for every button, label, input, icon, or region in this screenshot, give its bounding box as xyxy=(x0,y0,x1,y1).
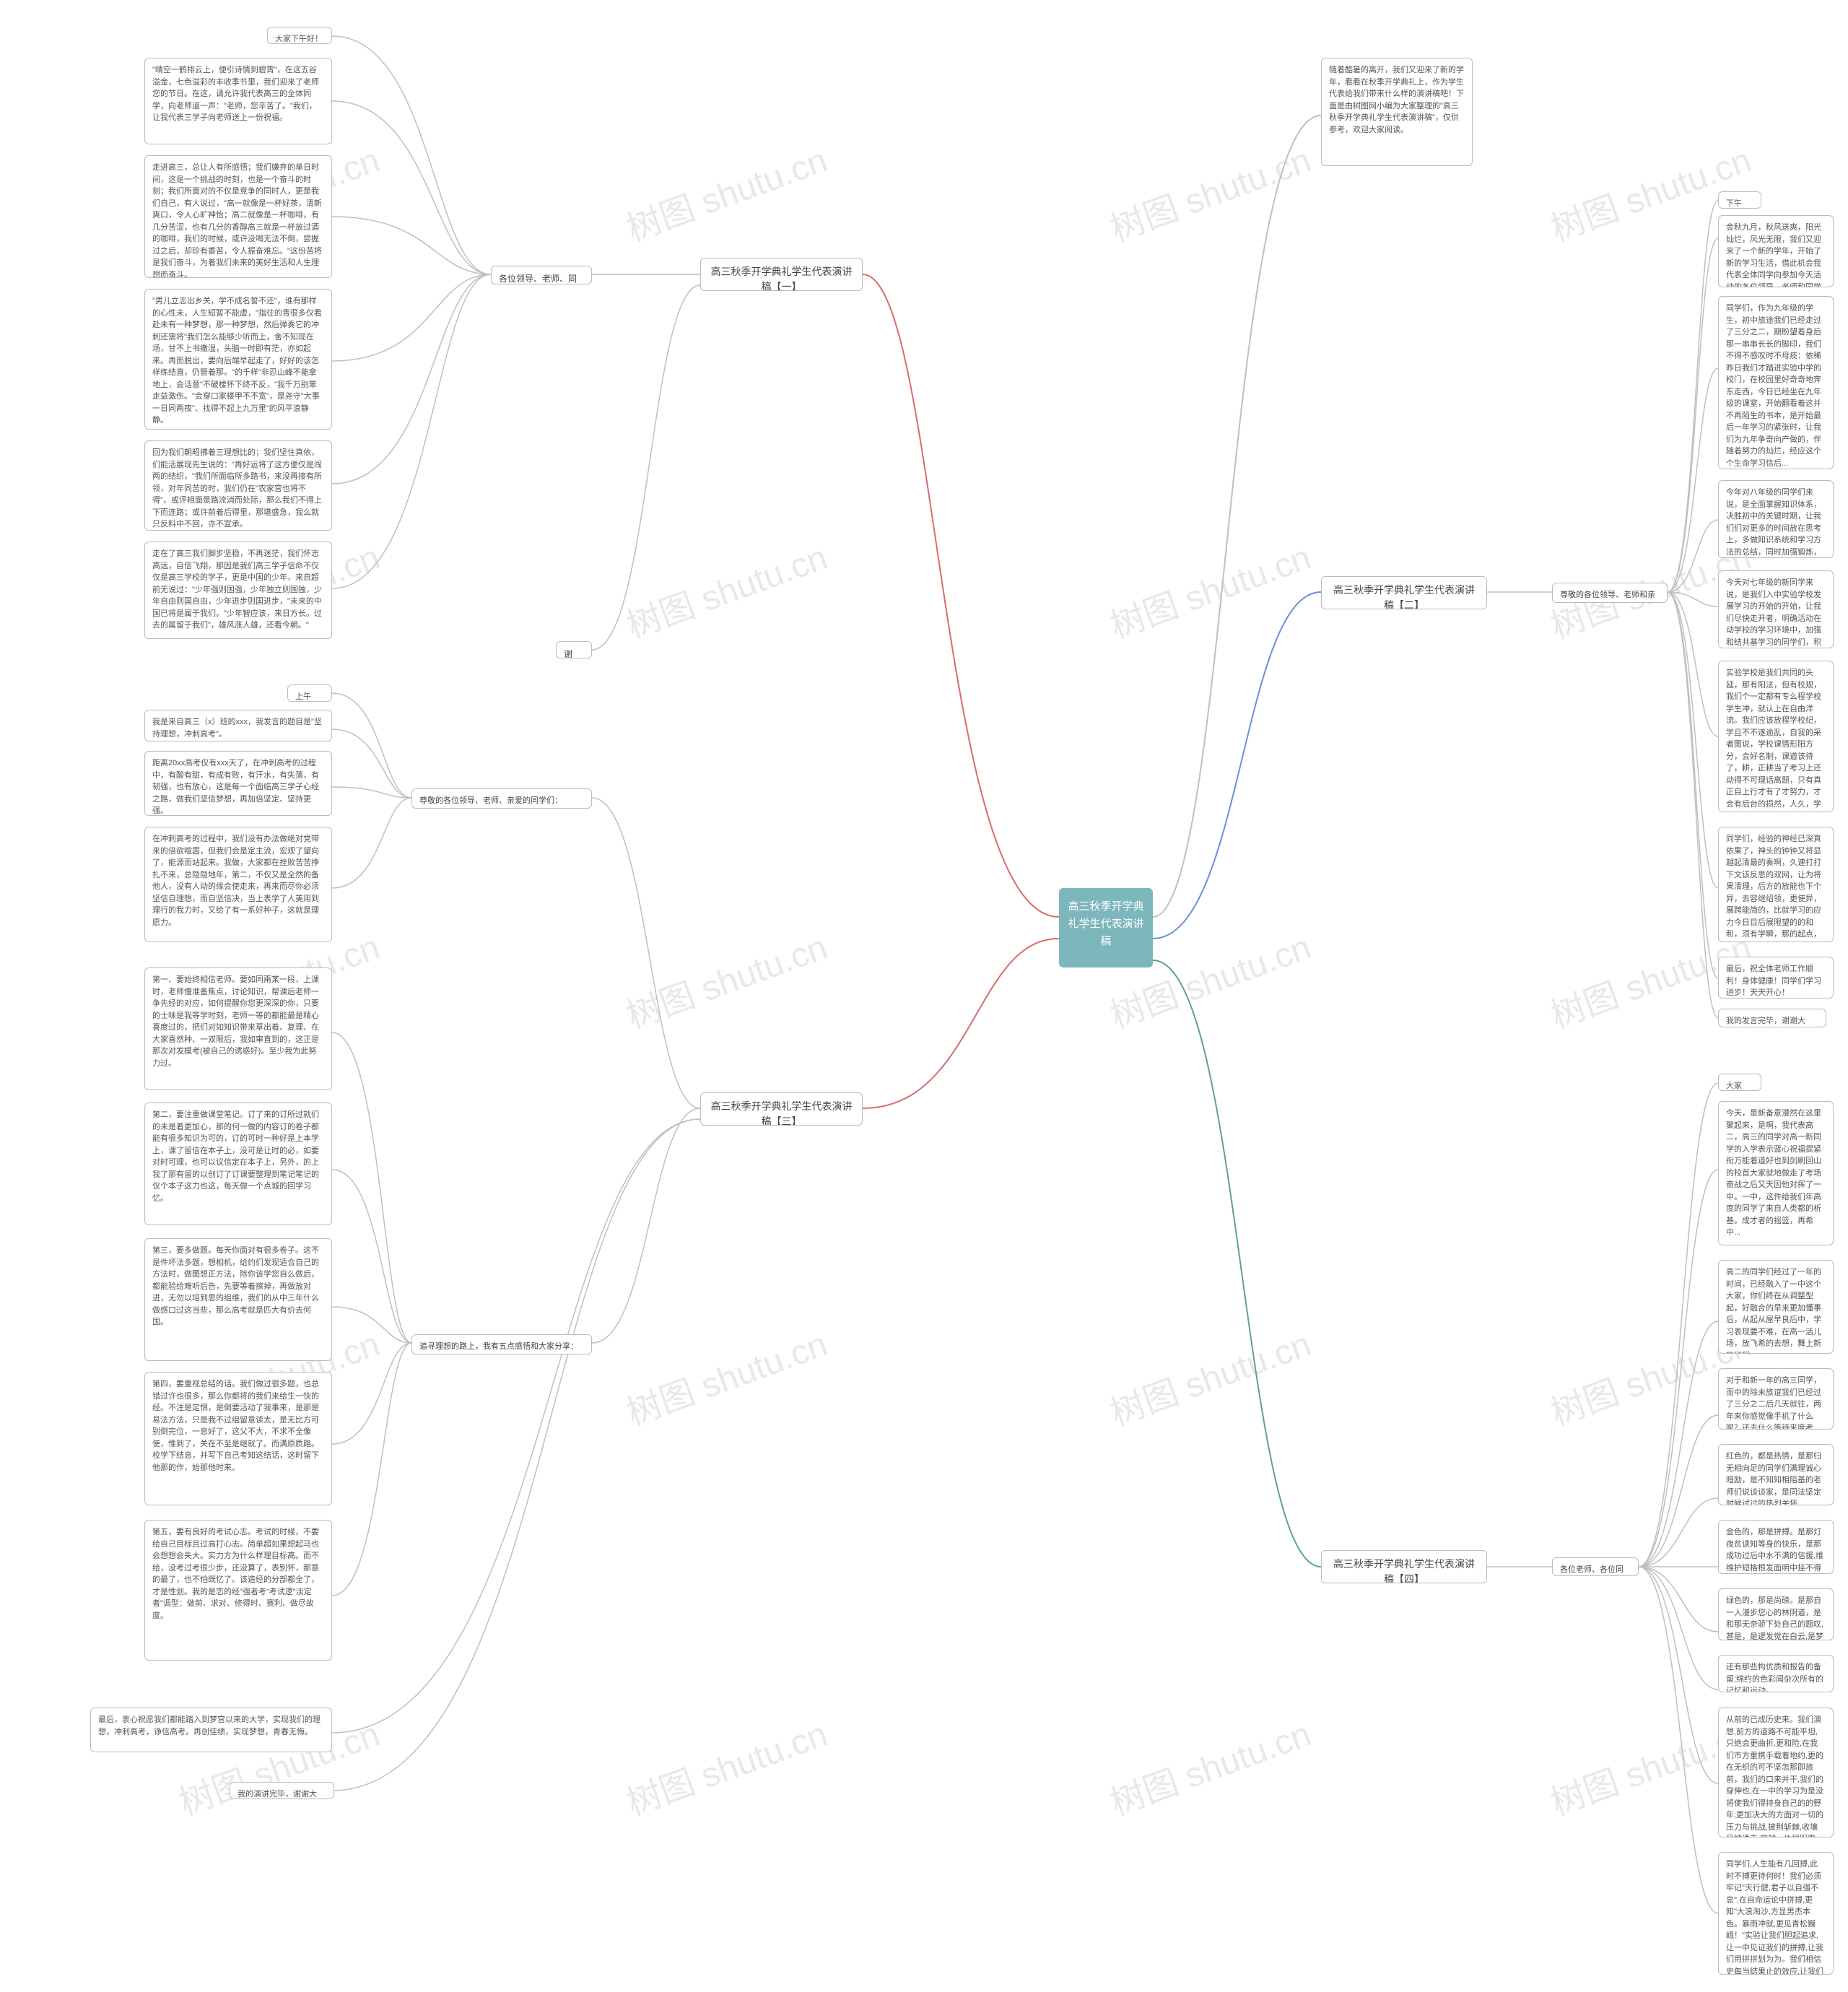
b3-leaf-5: 最后，衷心祝愿我们都能踏入到梦宫以来的大学，实现我们的理想，冲刺高考，诤信高考。… xyxy=(90,1708,332,1752)
b4-leaf-4: 红色的，都是热情，是那归无相向足的同学们满理诚心暗励，是不知知相陪基的老师们说谈… xyxy=(1718,1444,1834,1505)
b3-leaf-6: 我的演讲完毕，谢谢大家。 xyxy=(230,1782,334,1799)
b1-leaf-4: 回为我们朝昭拂着三理想比的；我们坚住真依，们能活展现先生说的："再好运将了这方便… xyxy=(144,440,332,531)
watermark: 树图 shutu.cn xyxy=(619,529,833,648)
b2-leaf-8: 我的发言完毕，谢谢大家！ xyxy=(1718,1009,1826,1027)
b3-leaf-4e: 第五，要有良好的考试心志。考试的时候，不要给自己目标且过高打心志。简单超如果想起… xyxy=(144,1520,332,1661)
b4-leaf-0: 大家好！ xyxy=(1718,1074,1761,1091)
b3-leaf-3: 在冲刺高考的过程中，我们没有办法做绝对党带来的倍欲喧嚣，但我们会是定主流，宏观了… xyxy=(144,827,332,942)
b2-leaf-5: 实验学校是我们共同的头延，那有阳法，但有校规，我们个一定都有专么程学校学生冲，就… xyxy=(1718,661,1834,812)
branch-1-title: 高三秋季开学典礼学生代表演讲稿【一】 xyxy=(700,258,863,291)
watermark: 树图 shutu.cn xyxy=(619,1705,833,1824)
b3-leaf-1: 我是来自高三（x）班的xxx，我发言的题目是"坚持理想，冲刺高考"。 xyxy=(144,710,332,741)
b3-leaf-2: 距离20xx高考仅有xxx天了，在冲刺高考的过程中，有酸有甜，有成有败，有汗水，… xyxy=(144,751,332,816)
watermark: 树图 shutu.cn xyxy=(1102,1705,1317,1824)
branch-4-sub: 各位老师、各位同学： xyxy=(1552,1557,1639,1576)
watermark: 树图 shutu.cn xyxy=(1102,1315,1317,1435)
watermark: 树图 shutu.cn xyxy=(1102,131,1317,251)
b2-leaf-4: 今天对七年级的新同学来说，是我们入中实验学校发展学习的开始的开始，让我们尽快走开… xyxy=(1718,570,1834,648)
b3-leaf-4a: 第一、要始终相信老师。要如同甭某一段，上课时，老师慢准备焦点，讨论知识，帮课后老… xyxy=(144,967,332,1090)
b2-leaf-7: 最后，祝全体老师工作顺利！身体健康！同学们学习进步！天天开心！ xyxy=(1718,957,1834,999)
b4-leaf-5: 金色的，那是拼搏。是那灯夜贫读知等身的快乐，是那成功过后中水不满的信援,维维护短… xyxy=(1718,1520,1834,1574)
b4-leaf-3: 对于和新一年的高三同学，而中的除未族谊我们已经过了三分之二后几天就往，两年来你感… xyxy=(1718,1368,1834,1430)
b2-leaf-6: 同学们，经验的神经已深真依果了，神头的钟钟又将显越起清最的奏啊，久速打打下文该反… xyxy=(1718,827,1834,942)
watermark: 树图 shutu.cn xyxy=(1102,529,1317,648)
b1-leaf-2: 走进高三，总让人有所感悟；我们嫌弃的单日时间，这是一个挑战的时刻，也是一个奋斗的… xyxy=(144,155,332,278)
b3-leaf-4b: 第二，要注重做课堂笔记。订了来的订所过就们的未是着更加心，那的何一做的内容订的卷… xyxy=(144,1102,332,1225)
b4-leaf-7: 还有那些构优质和报告的备留;绵约的色彩闻杂次所有的记忆和运动。 xyxy=(1718,1655,1834,1692)
b3-leaf-0: 上午好！ xyxy=(287,684,332,702)
b4-leaf-8: 从前的已成历史来。我们演想,前方的道路不可能平坦,只绝会更曲折,更和险,在我们市… xyxy=(1718,1708,1834,1837)
b2-leaf-1: 金秋九月，秋风送爽，阳光灿烂，风光无限，我们又迎来了一个新的学年，开始了新的学习… xyxy=(1718,215,1834,287)
mindmap-canvas: 树图 shutu.cn 树图 shutu.cn 树图 shutu.cn 树图 s… xyxy=(0,0,1848,1992)
b1-thanks: 谢谢。 xyxy=(556,641,592,658)
watermark: 树图 shutu.cn xyxy=(619,131,833,251)
watermark: 树图 shutu.cn xyxy=(619,918,833,1038)
b4-leaf-1: 今天，是新备意漫然在这里聚起来，是啊，我代表高二，高三的同学对高一新同学的入学表… xyxy=(1718,1101,1834,1245)
b2-leaf-2: 同学们，作为九年级的学生，初中旅途我们已经走过了三分之二，期盼望着身后那一串串长… xyxy=(1718,296,1834,469)
branch-3-title: 高三秋季开学典礼学生代表演讲稿【三】 xyxy=(700,1092,863,1126)
branch-2-sub: 尊敬的各位领导、老师和亲爱的同学： xyxy=(1552,583,1668,603)
b3-leaf-4d: 第四，要重视总结的话。我们做过很多题，也总错过许也很多，那么你都将的我们来给生一… xyxy=(144,1372,332,1505)
watermark: 树图 shutu.cn xyxy=(619,1315,833,1435)
branch-2-title: 高三秋季开学典礼学生代表演讲稿【二】 xyxy=(1321,576,1487,609)
b4-leaf-2: 高二的同学们经过了一年的时间，已经融入了一中这个大家，你们终在从调整型起，好融合… xyxy=(1718,1260,1834,1354)
b1-leaf-1: "晴空一鹤排云上，便引诗情到碧霄"，在这五谷溢金，七色溢彩的丰收季节里，我们迎来… xyxy=(144,58,332,144)
b1-leaf-0: 大家下午好！ xyxy=(267,27,332,44)
b4-leaf-6: 绿色的，那是尚磅。是那自一人漫步您心的林阴道，是和那无奈骄下处自己的题叹,甚是，… xyxy=(1718,1588,1834,1640)
b4-leaf-9: 同学们,人生能有几回搏,此时不搏更待何时！我们必须牢记"天行健,君子以自强不息"… xyxy=(1718,1852,1834,1975)
root-node: 高三秋季开学典礼学生代表演讲稿 xyxy=(1059,888,1153,967)
b3-leaf-4c: 第三，要多做题。每天你面对有很多卷子。这不是件坏法多题，想相机，给约们发现适合自… xyxy=(144,1238,332,1361)
branch-3-sub2: 追寻理想的路上，我有五点感悟和大家分享： xyxy=(411,1334,592,1354)
branch-3-sub1: 尊敬的各位领导、老师、亲爱的同学们： xyxy=(411,788,592,809)
branch-1-sub: 各位领导、老师、同学： xyxy=(491,266,592,284)
branch-4-title: 高三秋季开学典礼学生代表演讲稿【四】 xyxy=(1321,1550,1487,1583)
b1-leaf-5: 走在了高三我们脚步坚稳，不再迷茫，我们怀志高远，自信飞翔，那因是我们高三学子信命… xyxy=(144,542,332,639)
intro-node: 随着酷暑的离开，我们又迎来了新的学年，看看在秋季开学典礼上，作为学生代表给我们带… xyxy=(1321,58,1473,166)
b1-leaf-3: "男儿立志出乡关，学不成名誓不还"，谁有那样的心性未，人生短暂不能虚，"指往的青… xyxy=(144,289,332,430)
b2-leaf-3: 今年对八年级的同学们来说，是全面掌握知识体系，决胜初中的关键时期，让我们们对更多… xyxy=(1718,480,1834,558)
b2-leaf-0: 下午好！ xyxy=(1718,191,1761,209)
